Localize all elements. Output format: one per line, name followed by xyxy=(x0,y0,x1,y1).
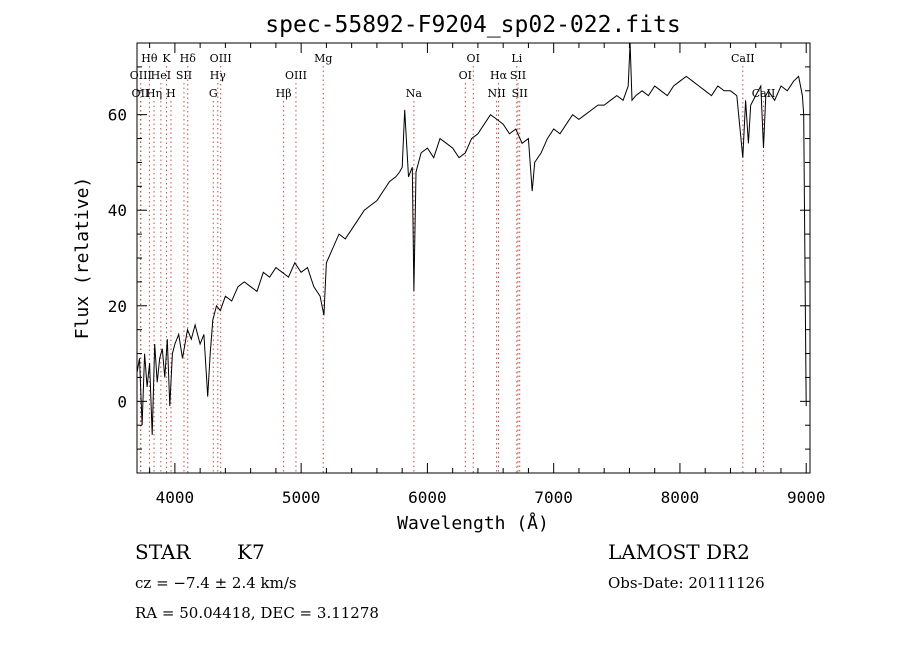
line-marker-labels: OIIOIIIHθHηHeIKHSIIHδGHγOIIIHβOIIIMgNaOI… xyxy=(130,52,776,100)
marker-label: OI xyxy=(459,69,472,82)
x-tick-label: 8000 xyxy=(661,488,700,507)
marker-label: Hγ xyxy=(210,69,227,82)
marker-label: H xyxy=(166,87,176,100)
marker-label: NII xyxy=(487,87,505,100)
marker-label: OI xyxy=(467,52,480,65)
observation-date: Obs-Date: 20111126 xyxy=(608,574,765,592)
axis-ticks xyxy=(137,43,810,473)
marker-label: Hθ xyxy=(141,52,158,65)
marker-label: OIII xyxy=(130,69,152,82)
x-tick-label: 7000 xyxy=(534,488,573,507)
marker-label: Hβ xyxy=(276,87,292,100)
y-tick-label: 60 xyxy=(108,106,127,125)
marker-label: Hα xyxy=(490,69,508,82)
object-subclass: K7 xyxy=(237,540,265,564)
marker-label: CaII xyxy=(731,52,755,65)
y-tick-label: 20 xyxy=(108,297,127,316)
redshift-velocity: cz = −7.4 ± 2.4 km/s xyxy=(135,574,297,592)
marker-label: Mg xyxy=(314,52,332,65)
chart-title: spec-55892-F9204_sp02-022.fits xyxy=(265,12,680,38)
axis-tick-labels: 4000 5000 6000 7000 8000 9000 0 20 40 60 xyxy=(108,106,826,507)
marker-label: SII xyxy=(176,69,192,82)
x-tick-label: 9000 xyxy=(787,488,826,507)
y-axis-label: Flux (relative) xyxy=(72,177,93,340)
marker-label: CaII xyxy=(752,87,776,100)
x-tick-label: 6000 xyxy=(408,488,447,507)
marker-label: Li xyxy=(511,52,522,65)
coordinates: RA = 50.04418, DEC = 3.11278 xyxy=(135,604,379,622)
survey-name: LAMOST DR2 xyxy=(608,540,750,564)
marker-label: HeI xyxy=(151,69,171,82)
marker-label: OII xyxy=(132,87,150,100)
x-tick-label: 5000 xyxy=(282,488,321,507)
spectrum-series-line xyxy=(136,42,807,435)
line-markers xyxy=(139,66,765,473)
x-axis-label: Wavelength (Å) xyxy=(397,512,549,534)
y-tick-label: 40 xyxy=(108,201,127,220)
object-class: STAR xyxy=(135,540,191,564)
marker-label: Na xyxy=(406,87,423,100)
marker-label: K xyxy=(162,52,171,65)
marker-label: SII xyxy=(512,87,528,100)
y-tick-label: 0 xyxy=(117,392,127,411)
marker-label: G xyxy=(209,87,218,100)
x-tick-label: 4000 xyxy=(156,488,195,507)
marker-label: Hδ xyxy=(180,52,197,65)
marker-label: OIII xyxy=(285,69,307,82)
marker-label: Hη xyxy=(146,87,162,100)
marker-label: OIII xyxy=(210,52,232,65)
marker-label: SII xyxy=(510,69,526,82)
